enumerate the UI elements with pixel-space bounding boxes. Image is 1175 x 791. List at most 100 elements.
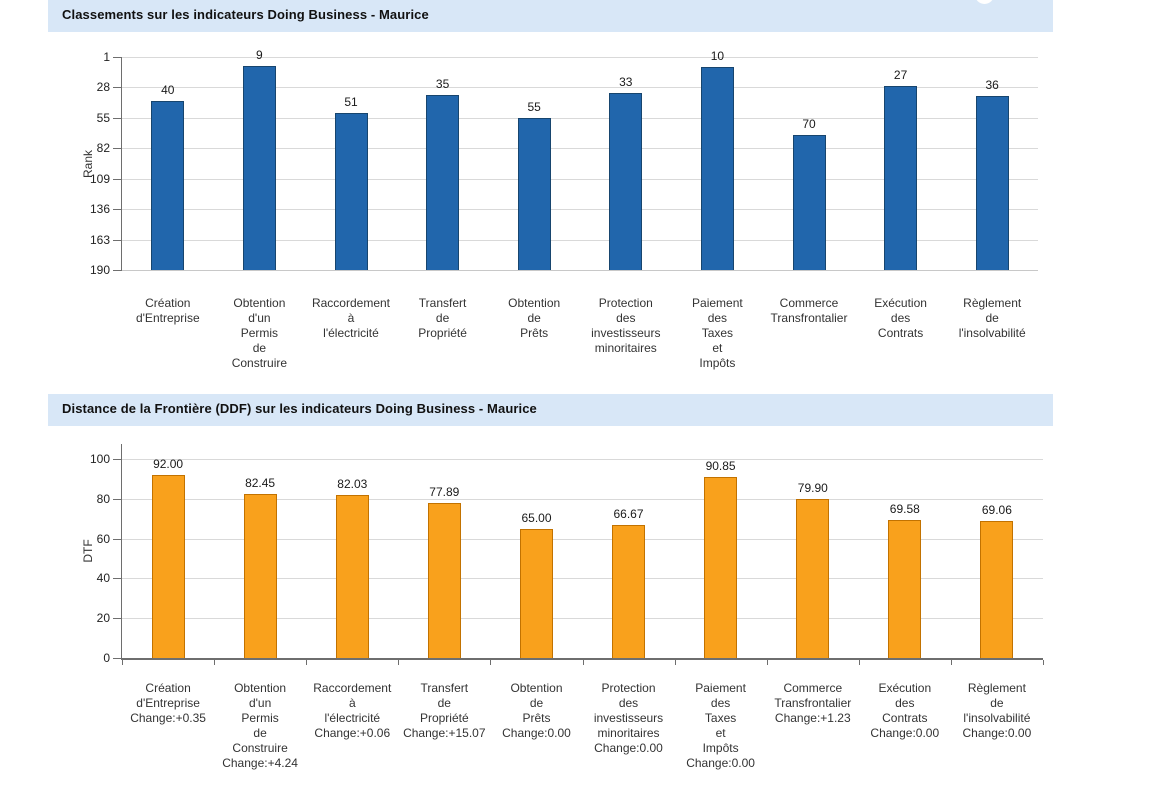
bar-value-label: 33: [619, 75, 633, 90]
bar-value-label: 51: [344, 95, 358, 110]
gridline-20: [122, 618, 1043, 620]
category-label-line: Obtention: [234, 681, 287, 695]
bar-value-label: 92.00: [153, 456, 184, 471]
category-label-line: à: [348, 696, 356, 710]
bar-dtf-2: [335, 494, 369, 658]
category-label-line: d'un: [248, 696, 272, 710]
category-label-line: Obtention: [233, 296, 286, 310]
gridline-190: [122, 270, 1038, 271]
category-label-line: Raccordement: [311, 296, 391, 310]
category-label: Commerce Transfrontalier Change:+1.23: [757, 681, 869, 726]
category-label-line: de: [435, 311, 450, 325]
category-label-line: Change:0.00: [962, 726, 1032, 740]
y-tick-label: 136: [89, 202, 110, 217]
y-tick-mark: [113, 239, 122, 241]
category-label-line: de: [253, 726, 267, 740]
y-tick-mark: [113, 57, 122, 58]
y-tick-label: 20: [96, 611, 110, 626]
bar-value-label: 35: [435, 77, 450, 92]
bar-value-label: 79.90: [797, 481, 828, 495]
category-label-line: minoritaires: [597, 726, 660, 740]
category-label: Exécution des Contrats Change:0.00: [849, 681, 961, 741]
category-label-line: Change:+4.24: [222, 756, 298, 770]
bar-value-label: 70: [802, 116, 816, 131]
category-label-line: l'insolvabilité: [958, 326, 1026, 340]
category-label-line: Règlement: [967, 681, 1026, 695]
category-label-line: Exécution: [874, 296, 927, 310]
y-tick-label: 0: [103, 651, 110, 665]
category-label-line: Contrats: [877, 326, 924, 340]
category-label: Règlement de l'insolvabilité: [936, 296, 1048, 341]
category-label-line: Propriété: [418, 326, 467, 340]
category-label: Raccordement à l'électricité Change:+0.06: [296, 681, 408, 741]
y-axis-line: [121, 444, 122, 659]
gridline-60: [122, 538, 1043, 540]
bar-dtf-4: [520, 528, 553, 658]
bar-value-label: 27: [893, 68, 908, 83]
category-label-line: des: [710, 696, 731, 710]
category-label-line: Taxes: [701, 326, 734, 340]
category-label-line: de: [252, 341, 267, 355]
bar-value-label: 9: [256, 48, 263, 62]
y-tick-label: 80: [96, 491, 110, 506]
gridline-100: [122, 459, 1043, 460]
x-tick-mark: [582, 660, 584, 665]
y-tick-label: 60: [96, 531, 110, 546]
category-label-line: Impôts: [702, 741, 739, 755]
category-label-line: d'Entreprise: [136, 696, 200, 710]
category-label-line: Paiement: [692, 296, 743, 310]
category-label-line: l'insolvabilité: [963, 711, 1031, 725]
category-label-line: et: [712, 341, 723, 355]
category-label-line: Prêts: [522, 711, 551, 725]
category-label-line: Propriété: [419, 711, 469, 725]
category-label-line: Paiement: [695, 681, 746, 695]
y-tick-mark: [113, 578, 122, 580]
bar-value-label: 55: [527, 99, 541, 114]
bar-value-label: 82.45: [245, 475, 276, 490]
y-tick-mark: [113, 538, 122, 540]
bar-dtf-6: [704, 477, 738, 658]
bar-rank-7: [792, 134, 826, 270]
category-label-line: Change:0.00: [686, 756, 755, 770]
y-tick-label: 40: [96, 571, 110, 586]
category-label-line: Exécution: [878, 681, 932, 695]
bar-rank-8: [884, 86, 918, 270]
y-tick-label: 28: [96, 80, 110, 95]
category-label-line: Construire: [231, 356, 288, 370]
dtf-chart-title: Distance de la Frontière (DDF) sur les i…: [62, 401, 537, 416]
y-tick-mark: [113, 498, 122, 500]
bar-value-label: 90.85: [705, 459, 736, 474]
category-label-line: Change:0.00: [870, 726, 940, 740]
bar-rank-1: [242, 66, 276, 270]
category-label-line: de: [437, 696, 451, 710]
bar-dtf-8: [888, 519, 922, 658]
category-label-line: Raccordement: [313, 681, 392, 695]
x-tick-mark: [398, 660, 400, 665]
rank-chart-header-band: Classements sur les indicateurs Doing Bu…: [48, 0, 1053, 32]
category-label: Exécution des Contrats: [845, 296, 957, 341]
x-axis-line: [121, 658, 1043, 660]
category-label: Paiement des Taxes et Impôts: [661, 296, 773, 371]
category-label-line: Construire: [232, 741, 288, 755]
category-label-line: Transfert: [420, 681, 469, 695]
category-label: Règlement de l'insolvabilité Change:0.00: [941, 681, 1053, 741]
bar-value-label: 77.89: [429, 485, 460, 499]
category-label-line: Change:0.00: [502, 726, 571, 740]
category-label-line: des: [707, 311, 728, 325]
gridline-28: [122, 87, 1038, 89]
gridline-136: [122, 209, 1038, 211]
category-label-line: Transfrontalier: [770, 311, 848, 325]
category-label-line: d'un: [248, 311, 271, 325]
category-label: Protection des investisseurs minoritaires Ch…: [573, 681, 685, 756]
x-tick-mark: [674, 660, 676, 665]
y-tick-mark: [113, 87, 122, 89]
category-label-line: des: [895, 696, 915, 710]
bar-dtf-9: [980, 520, 1014, 658]
category-label-line: Permis: [241, 711, 279, 725]
category-label-line: d'Entreprise: [135, 311, 200, 325]
bar-rank-0: [151, 101, 185, 270]
y-tick-mark: [113, 459, 122, 460]
rank-chart-title: Classements sur les indicateurs Doing Bu…: [62, 7, 429, 22]
category-label-line: des: [618, 696, 639, 710]
